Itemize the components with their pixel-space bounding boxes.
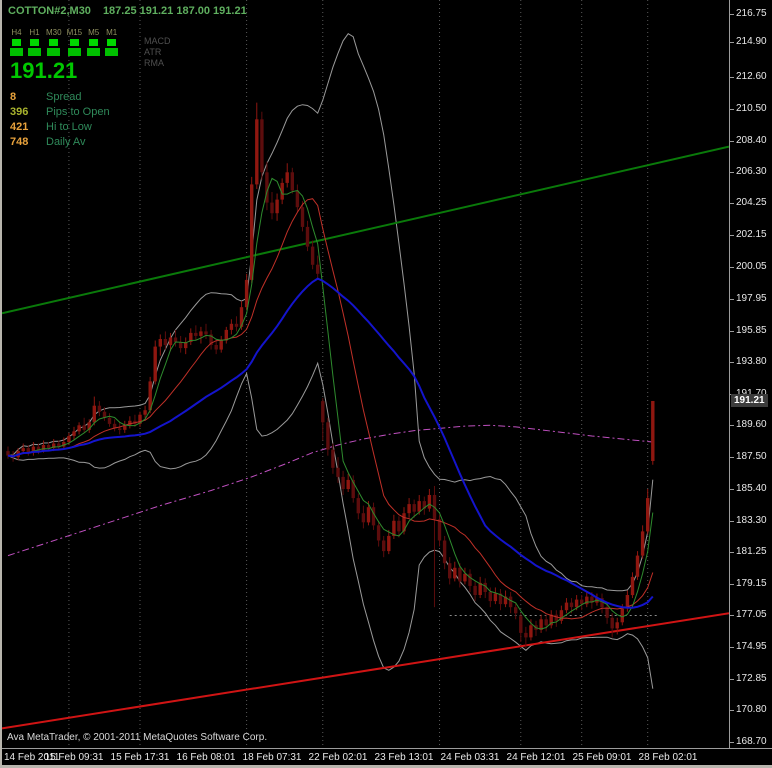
quote-label: Spread — [46, 91, 82, 103]
price-axis-label: 210.50 — [730, 102, 767, 114]
quote-value: 421 — [10, 121, 29, 133]
price-axis-label: 206.30 — [730, 166, 767, 178]
indicator-label-rma: RMA — [144, 58, 164, 68]
current-price-display: 191.21 — [10, 58, 78, 83]
price-axis-label: 181.25 — [730, 545, 767, 557]
timeframe-label: H4 — [11, 28, 22, 37]
price-axis-label: 208.40 — [730, 134, 767, 146]
timeframe-indicator-square — [30, 39, 39, 46]
price-axis-label: 197.95 — [730, 292, 767, 304]
time-axis-label: 15 Feb 09:31 — [44, 752, 104, 763]
time-axis-label: 15 Feb 17:31 — [110, 752, 170, 763]
timeframe-indicator-square — [67, 48, 81, 56]
timeframe-indicator-square — [69, 39, 79, 46]
quote-value: 8 — [10, 91, 17, 103]
timeframe-indicator-square — [12, 39, 21, 46]
quote-value: 748 — [10, 136, 29, 148]
timeframe-button-h1[interactable]: H1 — [28, 28, 41, 56]
time-axis-label: 25 Feb 09:01 — [572, 752, 632, 763]
price-axis-label: 200.05 — [730, 261, 767, 273]
time-axis-label: 23 Feb 13:01 — [374, 752, 434, 763]
time-axis: 14 Feb 2011 15 Feb 09:31 15 Feb 17:31 16 Fe… — [0, 748, 772, 766]
timeframe-indicator-square — [105, 48, 119, 56]
price-axis-label: 172.85 — [730, 673, 767, 685]
time-axis-label: 16 Feb 08:01 — [176, 752, 236, 763]
timeframe-indicator-square — [87, 48, 101, 56]
quote-label: Hi to Low — [46, 121, 92, 133]
timeframe-toolbar: H4 H1 M30 M15 M5 M1 — [10, 28, 119, 56]
quote-info-panel: 8 Spread 396 Pips to Open 421 Hi to Low 748 Dai… — [10, 90, 110, 150]
indicator-label-atr: ATR — [144, 47, 162, 57]
timeframe-label: M5 — [88, 28, 100, 37]
symbol-ohlc-line: COTTON#2,M30 187.25 191.21 187.00 191.21 — [8, 5, 247, 17]
indicator-list: MACD ATR RMA — [144, 36, 171, 69]
price-axis-label: 170.80 — [730, 704, 767, 716]
quote-row-hi-to-low: 421 Hi to Low — [10, 120, 110, 135]
price-axis: 191.21 216.75 214.90 212.60 210.50 208.40 206… — [730, 0, 772, 748]
price-axis-label: 195.85 — [730, 324, 767, 336]
price-axis-label: 189.60 — [730, 419, 767, 431]
price-axis-label: 168.70 — [730, 736, 767, 747]
price-axis-label: 202.15 — [730, 229, 767, 241]
quote-row-spread: 8 Spread — [10, 90, 110, 105]
symbol-name: COTTON#2,M30 — [8, 5, 91, 17]
time-axis-label: 28 Feb 02:01 — [638, 752, 698, 763]
time-axis-label: 18 Feb 07:31 — [242, 752, 302, 763]
chart-area[interactable]: COTTON#2,M30 187.25 191.21 187.00 191.21 … — [2, 0, 730, 748]
timeframe-button-m5[interactable]: M5 — [87, 28, 101, 56]
timeframe-button-h4[interactable]: H4 — [10, 28, 23, 56]
timeframe-indicator-square — [28, 48, 41, 56]
timeframe-label: M30 — [46, 28, 62, 37]
price-axis-label: 216.75 — [730, 8, 767, 19]
timeframe-indicator-square — [47, 48, 61, 56]
time-axis-label: 14 Feb 2011 — [4, 752, 60, 763]
timeframe-indicator-square — [49, 39, 59, 46]
price-axis-label: 179.15 — [730, 577, 767, 589]
price-axis-label: 185.40 — [730, 482, 767, 494]
price-axis-label: 214.90 — [730, 36, 767, 48]
candlestick-chart[interactable] — [2, 0, 729, 748]
timeframe-label: M15 — [66, 28, 83, 37]
timeframe-button-m30[interactable]: M30 — [46, 28, 62, 56]
timeframe-label: M1 — [106, 28, 118, 37]
window-border-bottom — [0, 765, 772, 768]
timeframe-indicator-square — [89, 39, 99, 46]
timeframe-button-m15[interactable]: M15 — [66, 28, 83, 56]
price-axis-label: 183.30 — [730, 514, 767, 526]
time-axis-label: 24 Feb 12:01 — [506, 752, 566, 763]
price-axis-label: 212.60 — [730, 70, 767, 82]
timeframe-indicator-square — [107, 39, 117, 46]
window-border-left — [0, 0, 2, 768]
timeframe-label: H1 — [29, 28, 40, 37]
quote-label: Daily Av — [46, 136, 86, 148]
timeframe-indicator-square — [10, 48, 23, 56]
copyright-text: Ava MetaTrader, © 2001-2011 MetaQuotes S… — [7, 732, 268, 743]
quote-row-daily-av: 748 Daily Av — [10, 135, 110, 150]
last-price-tag: 191.21 — [731, 393, 768, 407]
ohlc-values: 187.25 191.21 187.00 191.21 — [102, 5, 247, 17]
time-axis-label: 22 Feb 02:01 — [308, 752, 368, 763]
quote-label: Pips to Open — [46, 106, 110, 118]
timeframe-button-m1[interactable]: M1 — [105, 28, 119, 56]
indicator-label-macd: MACD — [144, 36, 171, 46]
quote-row-pips-to-open: 396 Pips to Open — [10, 105, 110, 120]
price-axis-label: 174.95 — [730, 641, 767, 653]
price-axis-label: 187.50 — [730, 451, 767, 463]
price-axis-label: 204.25 — [730, 197, 767, 209]
price-axis-label: 177.05 — [730, 609, 767, 621]
time-axis-label: 24 Feb 03:31 — [440, 752, 500, 763]
quote-value: 396 — [10, 106, 29, 118]
price-axis-label: 193.80 — [730, 355, 767, 367]
